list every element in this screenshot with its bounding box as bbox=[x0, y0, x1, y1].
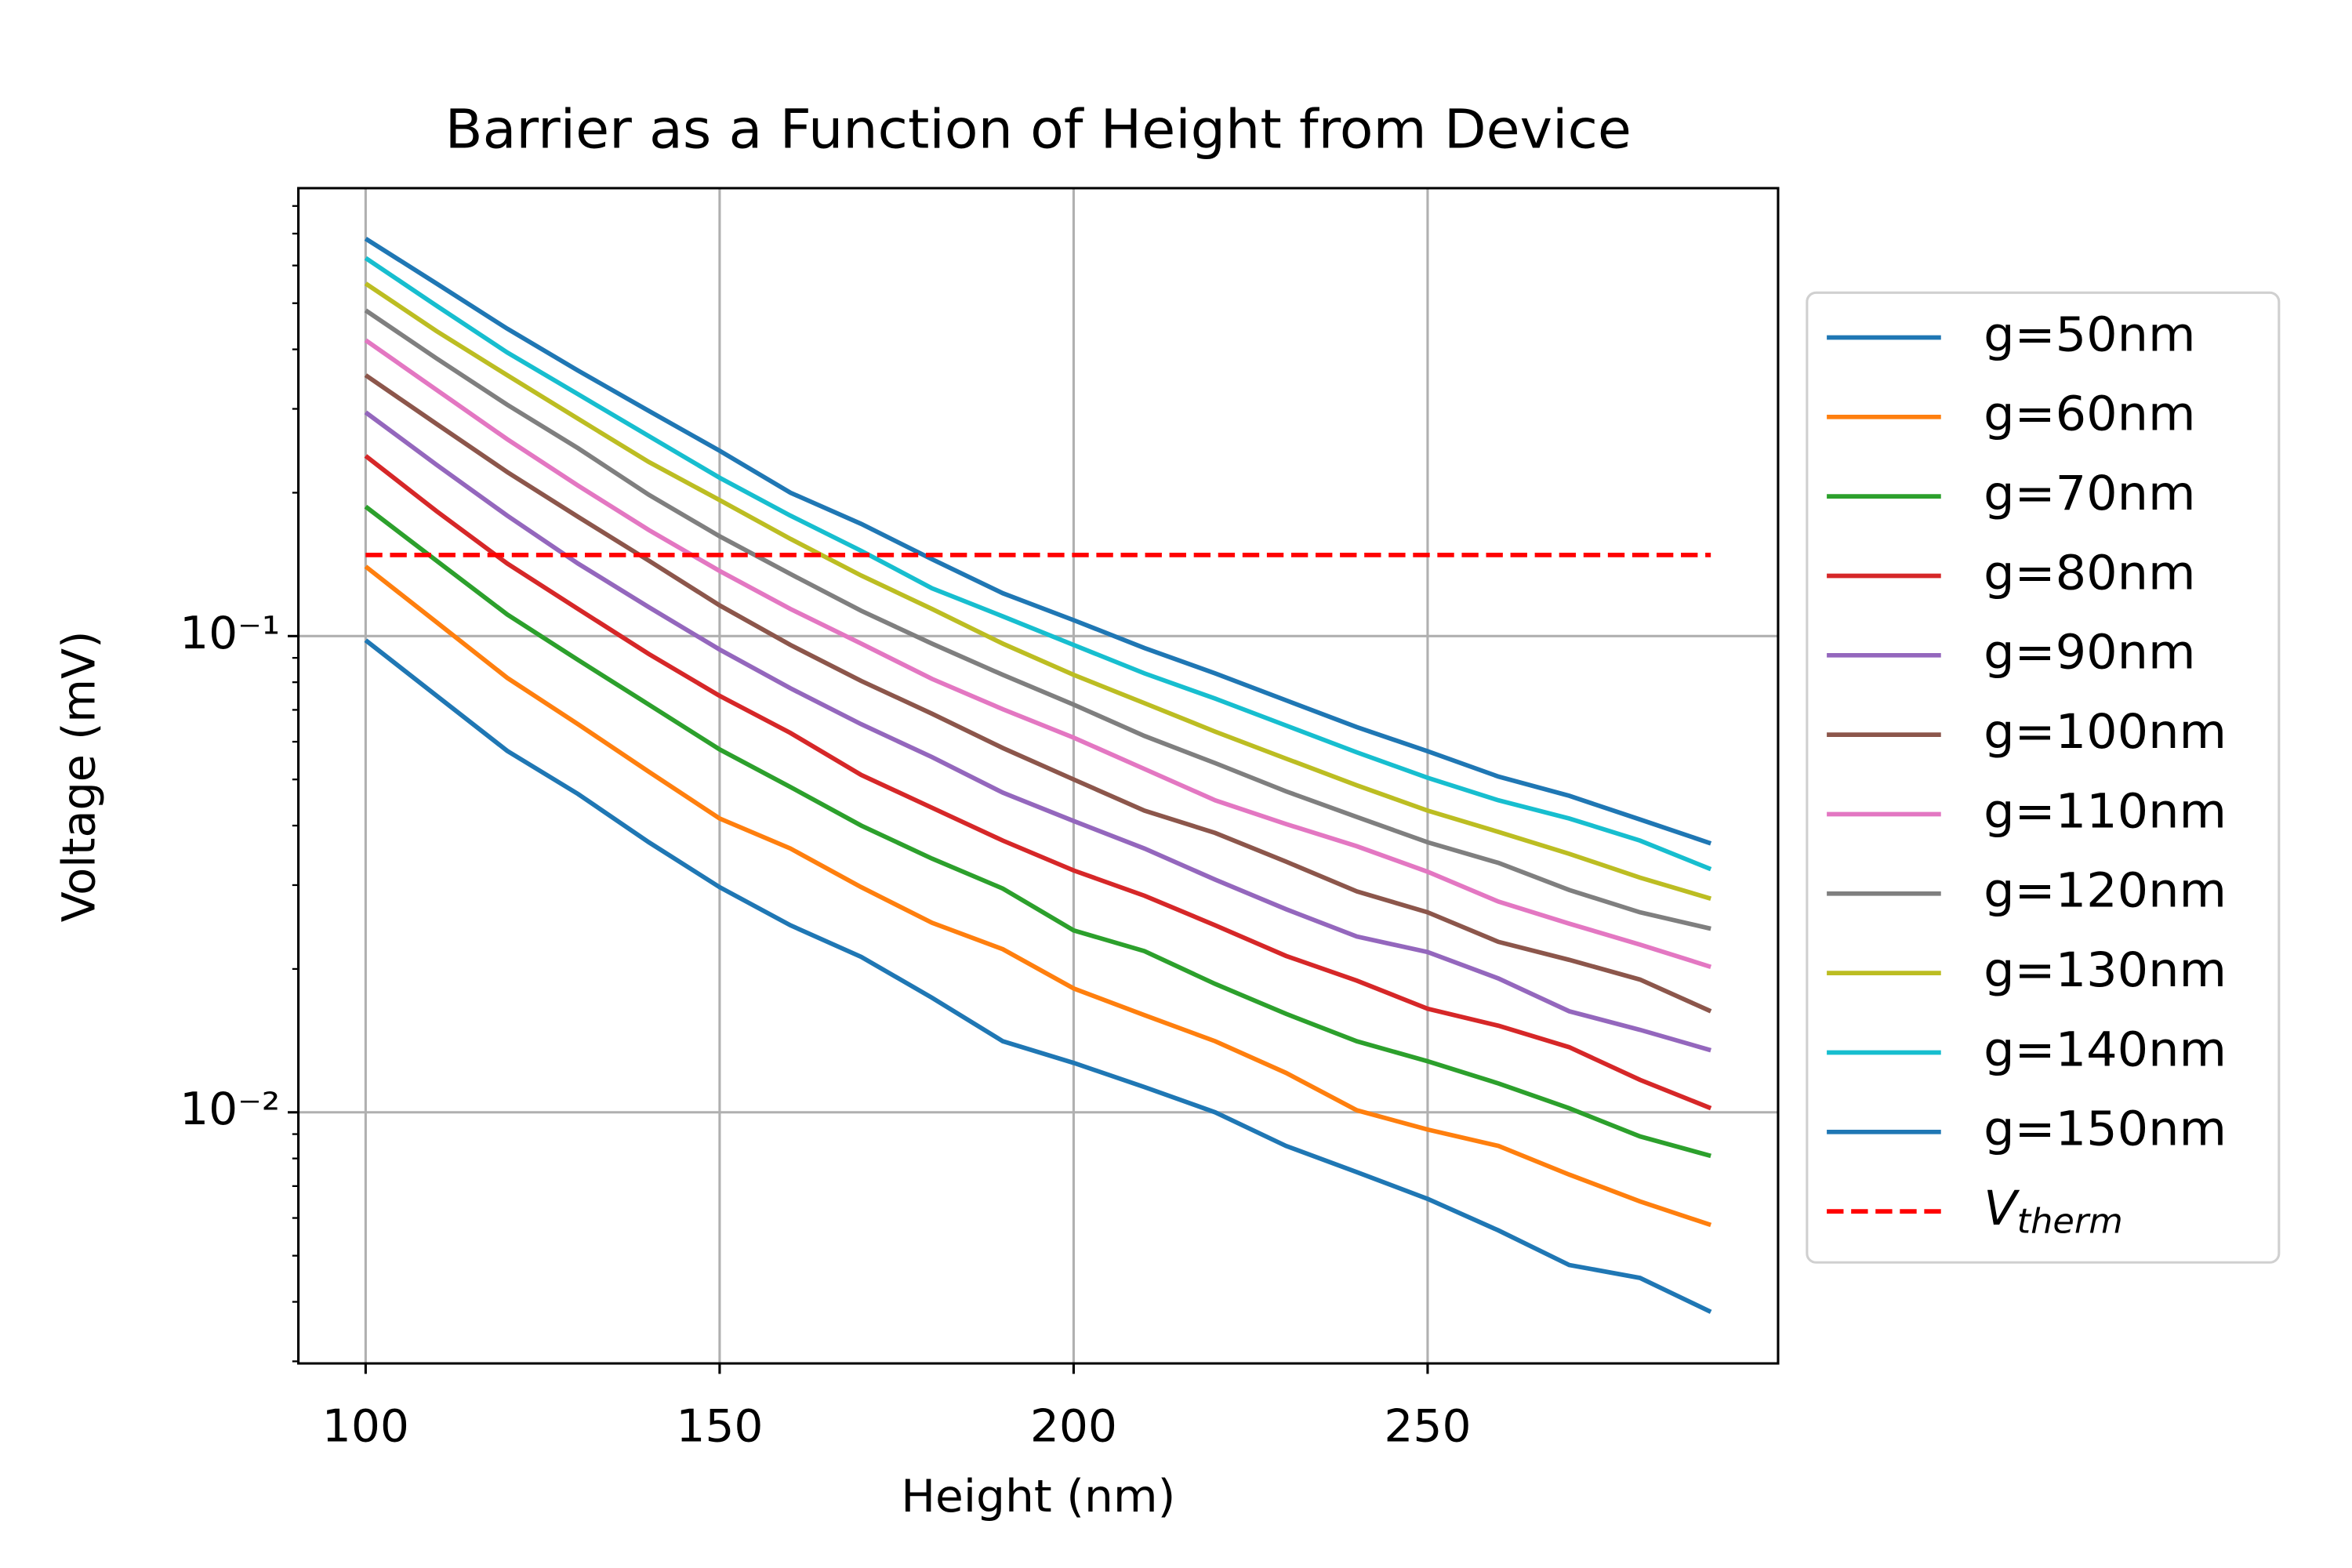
series-line bbox=[364, 308, 1711, 931]
series-line bbox=[364, 338, 1712, 970]
legend-label: g=90nm bbox=[1984, 624, 2195, 680]
series-line bbox=[364, 256, 1712, 872]
legend-label-main: V bbox=[1984, 1181, 2020, 1236]
x-tick-label: 100 bbox=[322, 1399, 409, 1452]
plot-frame bbox=[297, 187, 1780, 1365]
legend-label: g=110nm bbox=[1984, 783, 2227, 839]
y-axis-label: Voltage (mV) bbox=[52, 631, 106, 923]
legend-label: g=130nm bbox=[1984, 942, 2227, 998]
x-tick-label: 200 bbox=[1030, 1399, 1117, 1452]
legend-label: g=140nm bbox=[1984, 1022, 2227, 1077]
legend-label: g=150nm bbox=[1984, 1101, 2227, 1156]
x-tick-label: 150 bbox=[676, 1399, 763, 1452]
chart-title: Barrier as a Function of Height from Dev… bbox=[445, 99, 1632, 161]
series-line bbox=[364, 638, 1712, 1314]
x-tick-label: 250 bbox=[1384, 1399, 1471, 1452]
legend-label: g=60nm bbox=[1984, 386, 2195, 441]
y-tick-label: 10⁻¹ bbox=[180, 606, 280, 659]
legend-box bbox=[1806, 291, 2281, 1264]
legend-label: g=80nm bbox=[1984, 545, 2195, 601]
series-line bbox=[364, 237, 1712, 846]
series-line bbox=[364, 281, 1712, 901]
x-axis-label: Height (nm) bbox=[901, 1469, 1175, 1522]
series-line bbox=[364, 564, 1712, 1228]
legend-label-sub: therm bbox=[2017, 1202, 2123, 1242]
legend-label: g=70nm bbox=[1984, 466, 2195, 521]
series-line bbox=[364, 504, 1711, 1159]
y-tick-label: 10⁻² bbox=[180, 1083, 280, 1135]
series-line bbox=[364, 373, 1712, 1014]
series-line bbox=[364, 454, 1712, 1111]
legend-label: g=50nm bbox=[1984, 307, 2195, 362]
series-line bbox=[364, 410, 1711, 1053]
legend-label: g=120nm bbox=[1984, 862, 2227, 918]
legend-label: g=100nm bbox=[1984, 704, 2227, 760]
legend-label: Vtherm bbox=[1984, 1181, 2123, 1242]
